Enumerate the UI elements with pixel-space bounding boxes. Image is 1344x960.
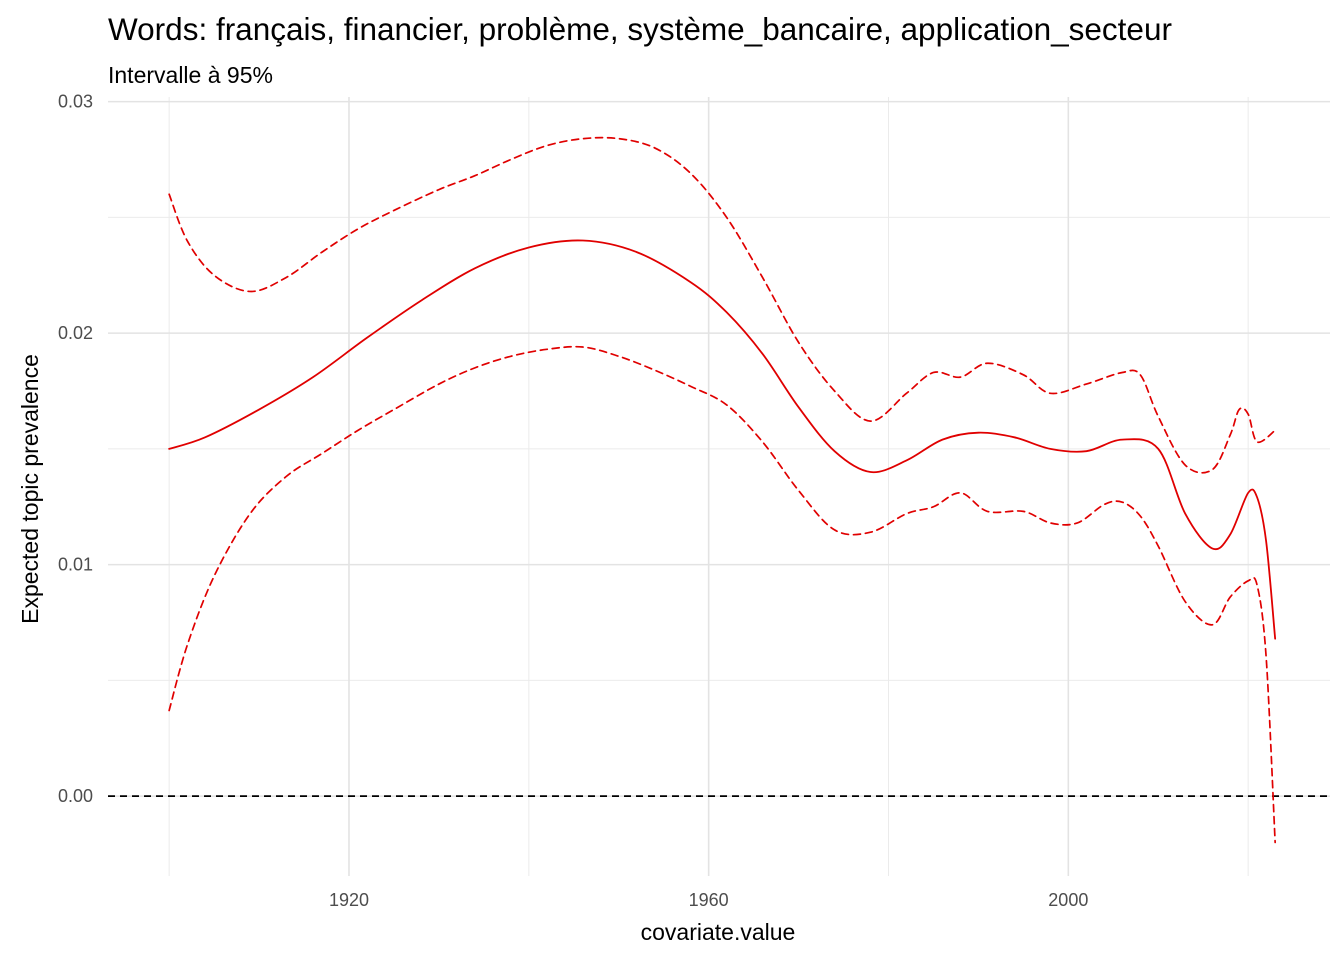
y-tick-label: 0.00 bbox=[58, 786, 93, 806]
x-tick-label: 1960 bbox=[689, 890, 729, 910]
y-tick-label: 0.02 bbox=[58, 323, 93, 343]
axis-layer: 1920 1960 2000 0.00 0.01 0.02 0.03 bbox=[58, 92, 1088, 910]
series-line-lower bbox=[168, 345, 1276, 844]
series-layer bbox=[168, 136, 1277, 844]
series-line-estimate bbox=[168, 239, 1277, 640]
x-tick-label: 1920 bbox=[329, 890, 369, 910]
x-tick-label: 2000 bbox=[1048, 890, 1088, 910]
y-axis-title: Expected topic prevalence bbox=[17, 354, 43, 624]
series-line-upper bbox=[168, 136, 1276, 474]
y-tick-label: 0.01 bbox=[58, 555, 93, 575]
x-axis-title: covariate.value bbox=[641, 919, 796, 945]
grid-layer bbox=[108, 97, 1330, 876]
chart-title: Words: français, financier, problème, sy… bbox=[108, 11, 1172, 47]
y-tick-label: 0.03 bbox=[58, 92, 93, 112]
chart-subtitle: Intervalle à 95% bbox=[108, 62, 273, 88]
